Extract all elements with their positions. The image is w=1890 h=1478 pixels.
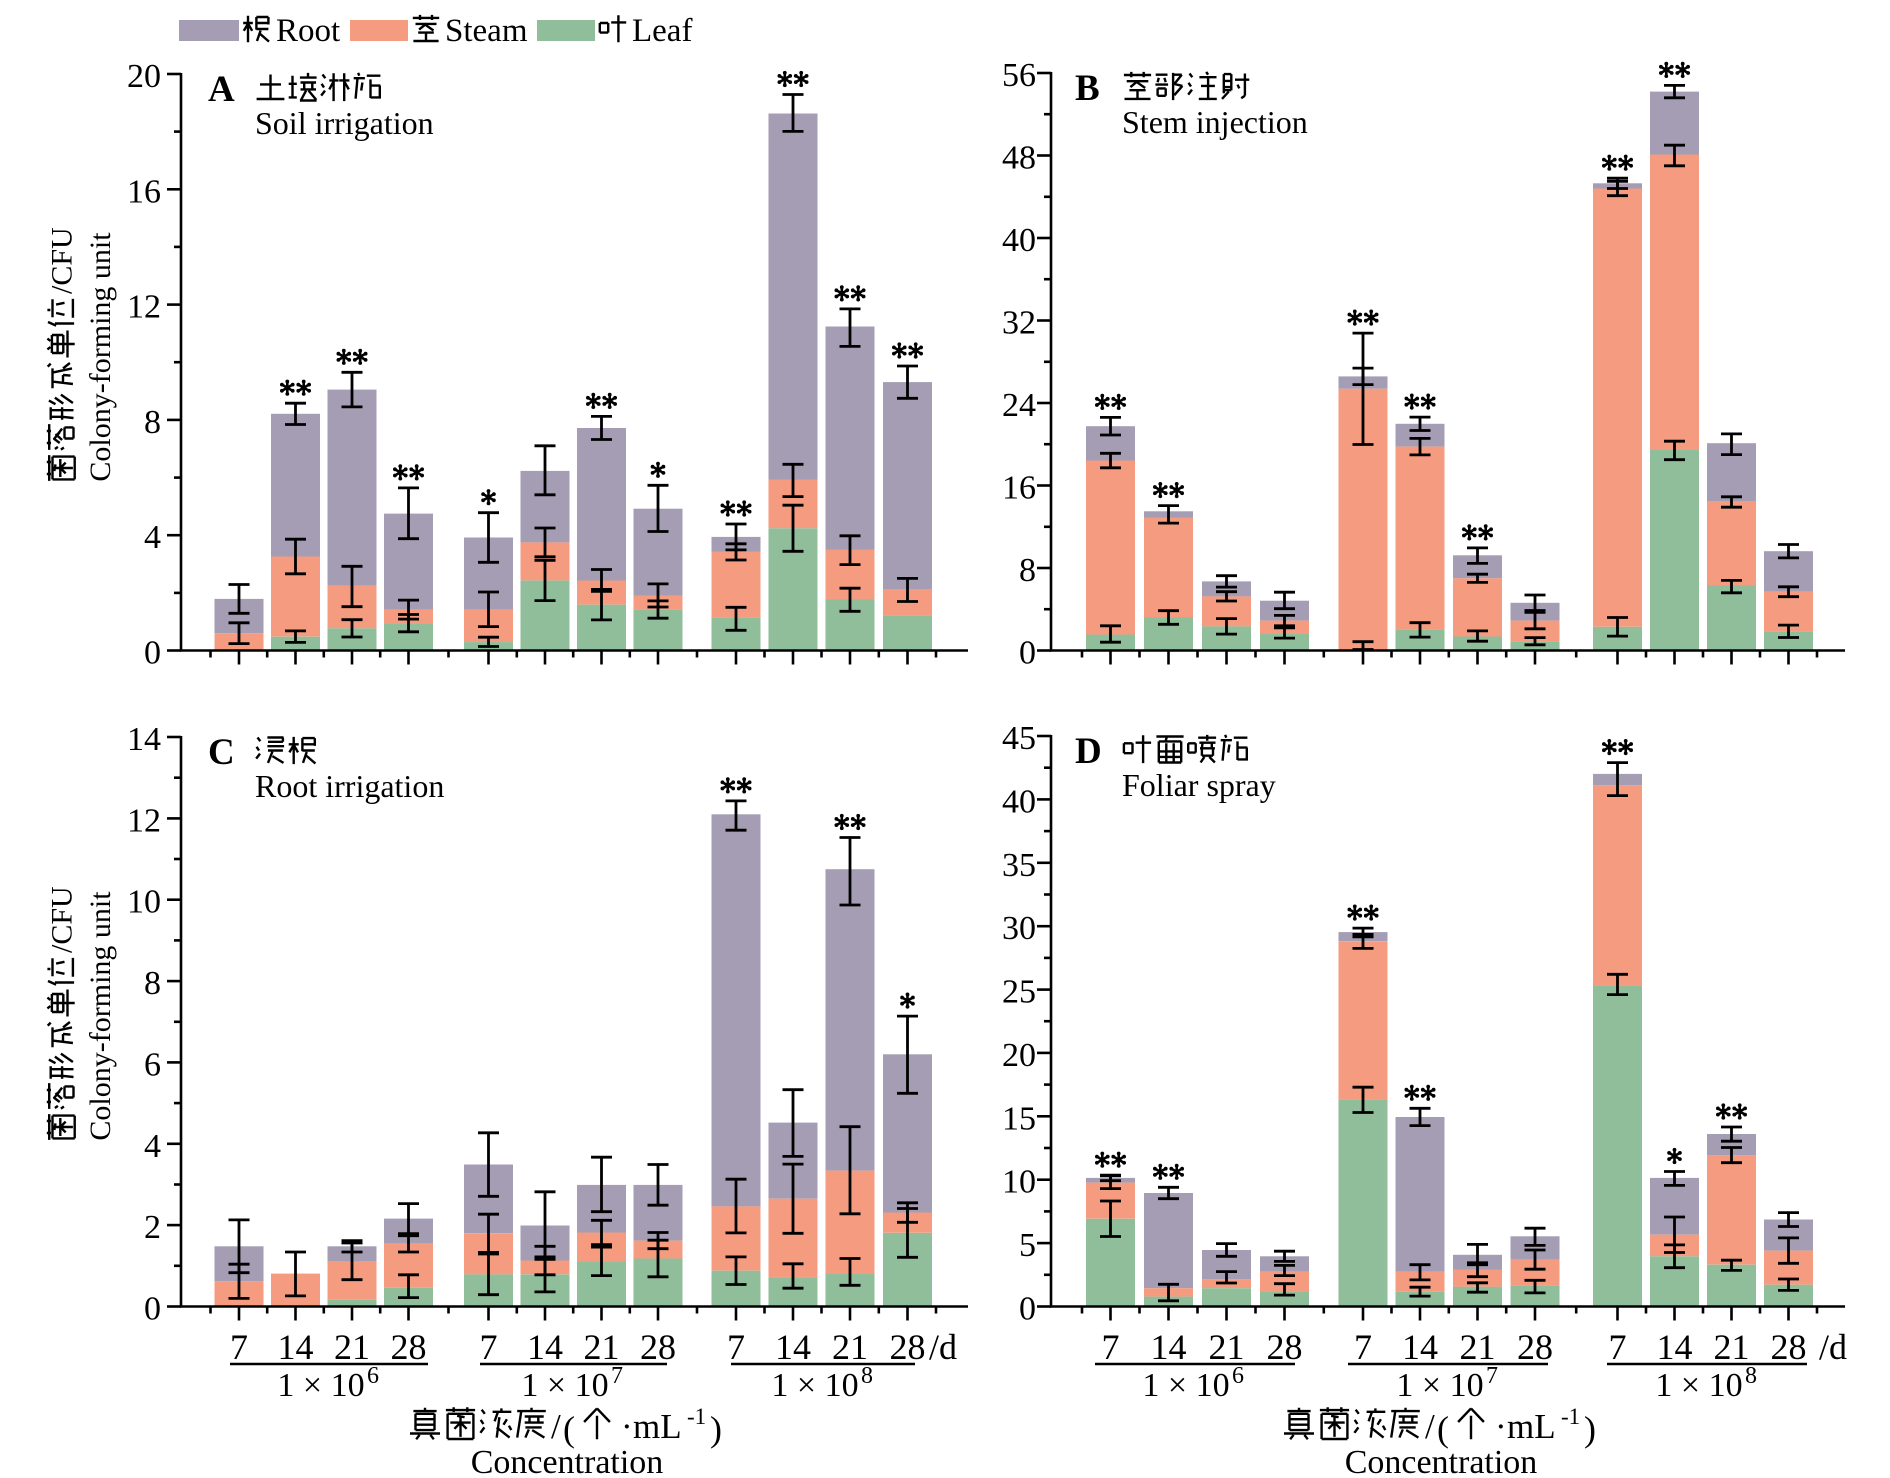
svg-text:Concentration: Concentration: [471, 1444, 664, 1478]
svg-text:45: 45: [1002, 720, 1036, 757]
svg-text:1 × 10: 1 × 10: [1396, 1367, 1483, 1404]
svg-text:14: 14: [775, 1327, 811, 1367]
svg-text:Leaf: Leaf: [632, 13, 692, 49]
svg-text:1 × 10: 1 × 10: [1655, 1367, 1742, 1404]
svg-text:7: 7: [611, 1363, 623, 1389]
svg-text:7: 7: [230, 1327, 248, 1367]
svg-text:28: 28: [640, 1327, 676, 1367]
svg-text:21: 21: [334, 1327, 370, 1367]
svg-text:7: 7: [1609, 1327, 1627, 1367]
svg-text:14: 14: [1402, 1327, 1438, 1367]
svg-text:0: 0: [144, 1291, 161, 1328]
svg-text:/: /: [1425, 1407, 1435, 1446]
svg-text:4: 4: [144, 519, 161, 556]
svg-text:/CFU: /CFU: [46, 227, 79, 294]
svg-text:28: 28: [890, 1327, 926, 1367]
svg-text:21: 21: [1209, 1327, 1245, 1367]
svg-text:35: 35: [1002, 847, 1036, 884]
svg-text:): ): [1584, 1409, 1596, 1449]
svg-text:B: B: [1075, 68, 1100, 109]
svg-text:Foliar spray: Foliar spray: [1122, 767, 1276, 803]
svg-text:1 × 10: 1 × 10: [521, 1367, 608, 1404]
svg-text:1 × 10: 1 × 10: [277, 1367, 364, 1404]
svg-text:21: 21: [584, 1327, 620, 1367]
svg-text:·: ·: [621, 1407, 633, 1446]
svg-text:mL: mL: [633, 1407, 682, 1446]
svg-text:28: 28: [1771, 1327, 1807, 1367]
svg-text:(: (: [1437, 1409, 1449, 1449]
svg-text:21: 21: [832, 1327, 868, 1367]
svg-text:(: (: [563, 1409, 575, 1449]
svg-text:Soil irrigation: Soil irrigation: [255, 105, 434, 141]
svg-text:7: 7: [1102, 1327, 1120, 1367]
svg-text:6: 6: [367, 1363, 379, 1389]
svg-text:7: 7: [1354, 1327, 1372, 1367]
svg-text:14: 14: [127, 721, 161, 758]
svg-text:0: 0: [144, 635, 161, 672]
svg-text:20: 20: [1002, 1037, 1036, 1074]
svg-text:): ): [710, 1409, 722, 1449]
svg-text:A: A: [208, 69, 235, 110]
svg-text:Root irrigation: Root irrigation: [255, 768, 444, 804]
svg-text:56: 56: [1002, 57, 1036, 94]
svg-text:8: 8: [1745, 1363, 1757, 1389]
svg-text:6: 6: [1232, 1363, 1244, 1389]
svg-text:Stem injection: Stem injection: [1122, 104, 1308, 140]
svg-text:/CFU: /CFU: [46, 886, 79, 953]
svg-text:7: 7: [480, 1327, 498, 1367]
svg-text:8: 8: [1019, 552, 1036, 589]
svg-text:14: 14: [1151, 1327, 1187, 1367]
svg-text:1 × 10: 1 × 10: [771, 1367, 858, 1404]
svg-text:40: 40: [1002, 783, 1036, 820]
svg-text:Root: Root: [276, 13, 340, 49]
svg-text:28: 28: [391, 1327, 427, 1367]
svg-text:25: 25: [1002, 974, 1036, 1011]
svg-text:C: C: [208, 732, 235, 773]
svg-text:7: 7: [727, 1327, 745, 1367]
svg-text:0: 0: [1019, 635, 1036, 672]
svg-text:5: 5: [1019, 1227, 1036, 1264]
svg-text:Concentration: Concentration: [1345, 1444, 1538, 1478]
svg-text:/d: /d: [1819, 1327, 1847, 1367]
svg-text:·: ·: [1495, 1407, 1507, 1446]
svg-text:Steam: Steam: [445, 13, 528, 49]
svg-text:21: 21: [1460, 1327, 1496, 1367]
svg-text:1 × 10: 1 × 10: [1142, 1367, 1229, 1404]
svg-text:10: 10: [1002, 1164, 1036, 1201]
svg-text:40: 40: [1002, 222, 1036, 259]
svg-text:10: 10: [127, 884, 161, 921]
svg-text:2: 2: [144, 1209, 161, 1246]
svg-text:24: 24: [1002, 387, 1036, 424]
svg-text:12: 12: [127, 802, 161, 839]
svg-text:20: 20: [127, 58, 161, 95]
svg-text:Colony-forming unit: Colony-forming unit: [84, 891, 117, 1141]
svg-text:Colony-forming unit: Colony-forming unit: [84, 232, 117, 482]
svg-text:16: 16: [1002, 470, 1036, 507]
svg-text:7: 7: [1486, 1363, 1498, 1389]
svg-text:16: 16: [127, 173, 161, 210]
svg-text:mL: mL: [1507, 1407, 1556, 1446]
svg-text:21: 21: [1714, 1327, 1750, 1367]
svg-text:8: 8: [144, 404, 161, 441]
svg-text:30: 30: [1002, 910, 1036, 947]
svg-text:12: 12: [127, 289, 161, 326]
svg-text:28: 28: [1517, 1327, 1553, 1367]
svg-text:14: 14: [1657, 1327, 1693, 1367]
svg-text:4: 4: [144, 1128, 161, 1165]
svg-text:/: /: [551, 1407, 561, 1446]
svg-text:14: 14: [278, 1327, 314, 1367]
svg-text:8: 8: [861, 1363, 873, 1389]
svg-text:15: 15: [1002, 1100, 1036, 1137]
svg-text:0: 0: [1019, 1291, 1036, 1328]
svg-text:/d: /d: [929, 1327, 957, 1367]
svg-text:32: 32: [1002, 305, 1036, 342]
svg-text:6: 6: [144, 1046, 161, 1083]
svg-text:D: D: [1075, 731, 1102, 772]
svg-text:8: 8: [144, 965, 161, 1002]
svg-text:14: 14: [527, 1327, 563, 1367]
svg-text:28: 28: [1267, 1327, 1303, 1367]
svg-text:48: 48: [1002, 140, 1036, 177]
svg-text:-1: -1: [687, 1404, 706, 1429]
svg-text:-1: -1: [1561, 1404, 1580, 1429]
